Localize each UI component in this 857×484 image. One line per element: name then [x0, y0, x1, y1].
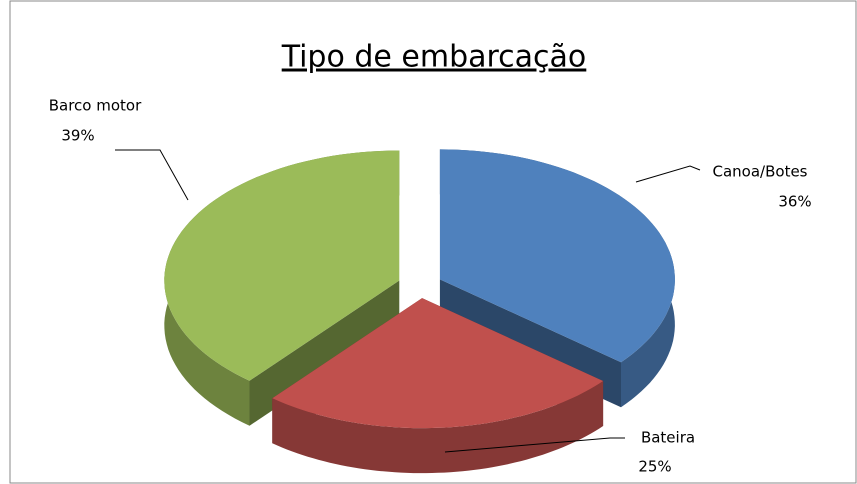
- pie-slice: [272, 298, 604, 474]
- slice-label: Bateira: [641, 429, 695, 447]
- chart-title: Tipo de embarcação: [281, 40, 587, 75]
- leader-line: [635, 165, 701, 183]
- slice-top: [439, 149, 675, 363]
- leader-line: [444, 437, 625, 453]
- slice-wall: [272, 381, 604, 474]
- slice-top: [164, 150, 400, 381]
- pie: [164, 149, 675, 474]
- slice-label: Barco motor: [49, 97, 142, 115]
- slice-value-label: 36%: [778, 193, 811, 211]
- slice-label: Canoa/Botes: [713, 163, 808, 181]
- slice-value-label: 39%: [61, 127, 94, 145]
- slice-value-label: 25%: [638, 458, 671, 476]
- leader-line: [115, 149, 189, 201]
- slice-top: [272, 298, 604, 429]
